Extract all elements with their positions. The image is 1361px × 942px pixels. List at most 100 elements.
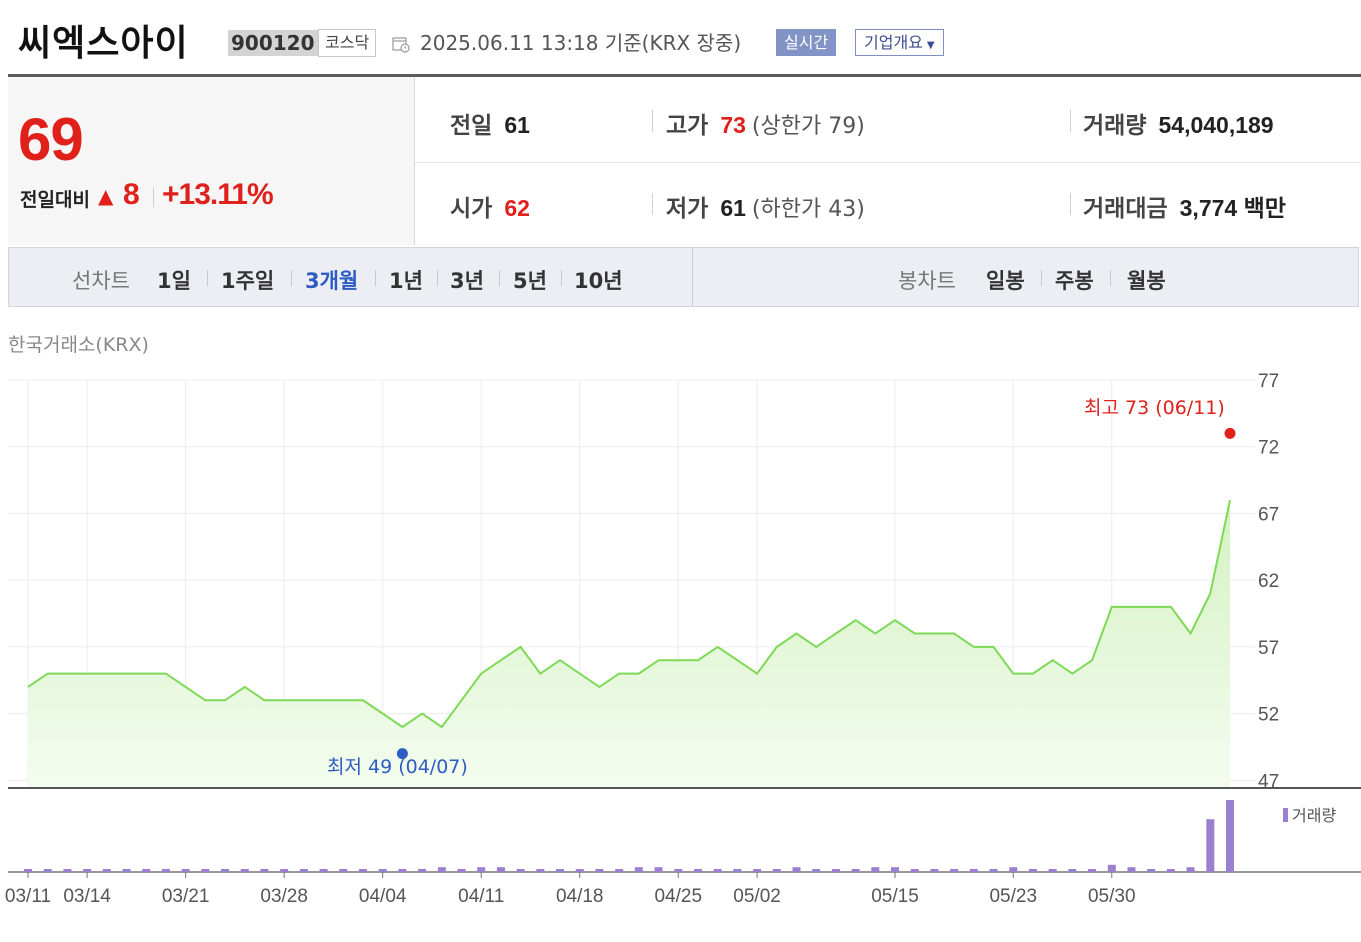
x-tick-label: 05/15	[871, 886, 919, 907]
divider	[437, 270, 438, 286]
tab-period-1y[interactable]: 1년	[389, 269, 423, 293]
tab-period-5y[interactable]: 5년	[513, 269, 547, 293]
volume-legend: 거래량	[1283, 802, 1336, 826]
x-tick-label: 03/14	[63, 886, 111, 907]
volume-bar	[950, 869, 959, 872]
volume-bar	[910, 869, 919, 872]
divider	[1041, 270, 1042, 286]
volume-bar	[595, 869, 604, 872]
line-chart-label: 선차트	[72, 269, 130, 293]
divider	[207, 270, 208, 286]
volume-bar	[122, 869, 131, 872]
volume-bar	[358, 869, 367, 872]
tab-candle-daily[interactable]: 일봉	[986, 269, 1025, 293]
volume-legend-label: 거래량	[1292, 806, 1337, 825]
stat-label: 거래대금	[1083, 196, 1168, 222]
divider	[375, 270, 376, 286]
x-tick-label: 05/23	[989, 886, 1037, 907]
x-tick-label: 04/25	[654, 886, 702, 907]
volume-bar	[693, 869, 702, 872]
volume-bar	[437, 867, 446, 872]
volume-bar	[378, 869, 387, 872]
volume-bar	[1206, 819, 1215, 872]
tab-period-3m[interactable]: 3개월	[305, 269, 359, 293]
volume-bar	[201, 869, 210, 872]
x-tick-label: 03/21	[162, 886, 210, 907]
tab-period-10y[interactable]: 10년	[574, 269, 623, 293]
divider	[153, 187, 154, 207]
volume-bar	[221, 869, 230, 872]
y-tick-label: 62	[1258, 571, 1279, 592]
volume-bar	[871, 867, 880, 872]
stat-prev-close: 전일 61	[450, 106, 530, 140]
ticker-code: 900120	[228, 30, 318, 56]
company-name: 씨엑스아이	[18, 23, 189, 64]
chart-tabs: 선차트 1일 1주일 3개월 1년 3년 5년 10년 봉차트 일봉 주봉 월봉	[8, 247, 1359, 307]
volume-bar	[634, 867, 643, 872]
tab-period-1w[interactable]: 1주일	[221, 269, 275, 293]
volume-bar	[1147, 869, 1156, 872]
volume-bar	[43, 869, 52, 872]
exchange-label: 한국거래소(KRX)	[8, 334, 149, 356]
volume-bar	[1186, 867, 1195, 872]
volume-bar	[181, 869, 190, 872]
volume-bar	[299, 869, 308, 872]
low-marker	[396, 748, 408, 760]
divider	[1070, 193, 1071, 215]
tab-candle-weekly[interactable]: 주봉	[1055, 269, 1094, 293]
lower-limit: (하한가 43)	[751, 197, 865, 222]
volume-bar	[792, 867, 801, 872]
volume-bar	[1226, 800, 1234, 872]
x-tick-label: 05/30	[1088, 886, 1136, 907]
volume-bar	[615, 869, 624, 872]
stock-header: 씨엑스아이 900120 코스닥 2025.06.11 13:18 기준(KRX…	[0, 0, 1361, 74]
volume-bar	[260, 869, 269, 872]
volume-bar	[1107, 864, 1116, 872]
high-marker	[1224, 427, 1236, 439]
tab-candle-monthly[interactable]: 월봉	[1127, 269, 1166, 293]
caret-down-icon: ▼	[926, 40, 935, 51]
realtime-button[interactable]: 실시간	[776, 29, 837, 56]
volume-bar	[102, 869, 111, 872]
stat-label: 거래량	[1083, 113, 1147, 139]
y-tick-label: 67	[1258, 504, 1279, 525]
x-tick-label: 03/11	[5, 886, 51, 907]
stat-trade-value: 거래대금 3,774 백만	[1083, 189, 1286, 223]
current-price: 69	[18, 106, 84, 173]
price-line	[27, 499, 1231, 729]
market-badge: 코스닥	[318, 29, 377, 57]
volume-bar	[1068, 869, 1077, 872]
volume-bar	[753, 869, 762, 872]
y-tick-label: 52	[1258, 705, 1279, 726]
volume-bar	[1048, 869, 1057, 872]
tab-period-3y[interactable]: 3년	[450, 269, 484, 293]
candle-chart-label: 봉차트	[898, 269, 956, 293]
divider	[652, 193, 653, 215]
stat-open: 시가 62	[450, 189, 530, 223]
volume-bar	[969, 869, 978, 872]
volume-bar	[851, 869, 860, 872]
volume-bar	[477, 867, 486, 872]
high-annotation: 최고 73 (06/11)	[1084, 397, 1225, 419]
volume-bar	[831, 869, 840, 872]
volume-bar	[496, 867, 505, 872]
volume-bar	[891, 867, 900, 872]
volume-bar	[24, 869, 32, 872]
volume-bar	[516, 869, 525, 872]
y-tick-label: 57	[1258, 638, 1279, 659]
price-chart: 47 52 57 62 67 72 77 03/11 03/14 03/21 03/28 04/04 0…	[5, 371, 1361, 907]
low-annotation: 최저 49 (04/07)	[327, 756, 468, 778]
volume-bar	[319, 869, 328, 872]
legend-swatch	[1283, 808, 1288, 822]
tab-period-1d[interactable]: 1일	[157, 269, 191, 293]
y-tick-label: 47	[1258, 771, 1279, 792]
stat-label: 고가	[666, 113, 709, 139]
header-divider	[8, 74, 1361, 77]
volume-bar	[1166, 869, 1175, 872]
calendar-clock-icon	[392, 37, 410, 53]
volume-bar	[1009, 867, 1018, 872]
company-overview-dropdown[interactable]: 기업개요 ▼	[855, 29, 944, 56]
x-tick-label: 04/18	[556, 886, 604, 907]
volume-bar	[1088, 869, 1097, 872]
stat-low: 저가 61 (하한가 43)	[666, 189, 865, 223]
